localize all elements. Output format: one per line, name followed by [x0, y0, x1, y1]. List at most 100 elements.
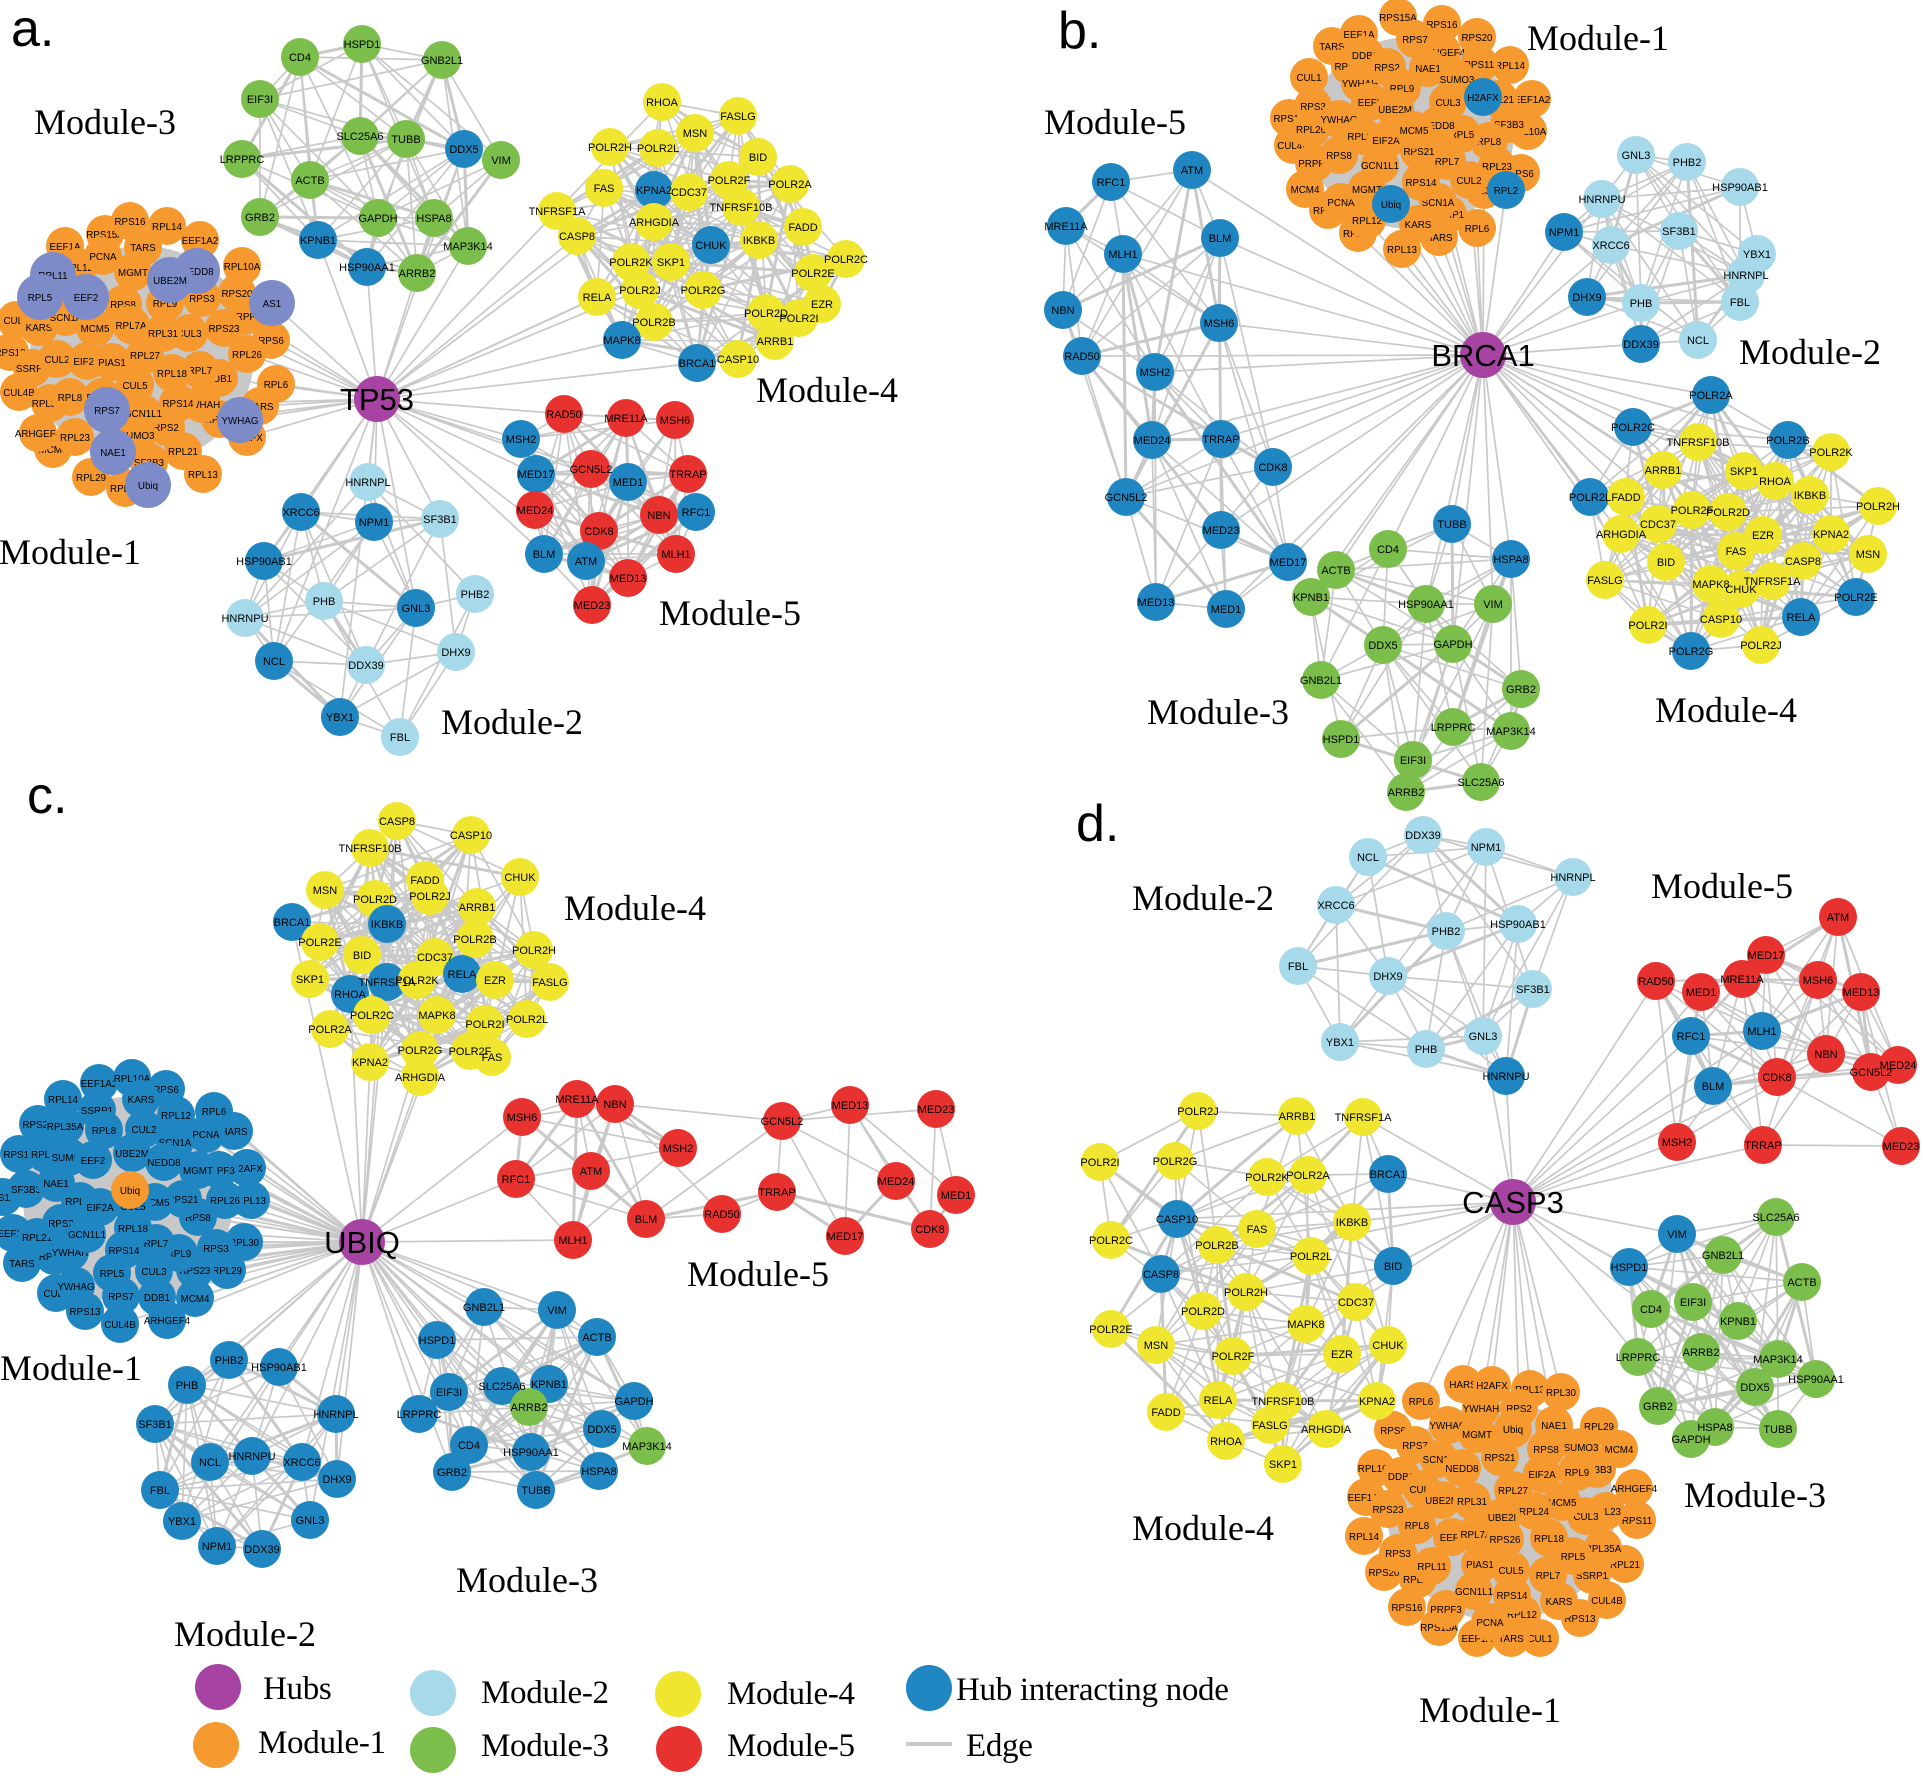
svg-text:TP53: TP53 — [340, 382, 414, 417]
svg-text:Module-5: Module-5 — [1044, 102, 1186, 142]
svg-text:RPL13: RPL13 — [1515, 1385, 1546, 1396]
svg-text:BID: BID — [1657, 557, 1675, 569]
svg-text:RPL12: RPL12 — [1352, 216, 1382, 227]
svg-text:GCN5L2: GCN5L2 — [761, 1116, 804, 1128]
svg-text:DDX39: DDX39 — [348, 660, 383, 672]
svg-text:POLR2A: POLR2A — [1286, 1170, 1330, 1182]
svg-text:KARS: KARS — [128, 1095, 155, 1106]
svg-text:ARHGDIA: ARHGDIA — [1301, 1424, 1352, 1436]
svg-text:NBN: NBN — [1051, 305, 1074, 317]
svg-text:RPL27: RPL27 — [130, 351, 160, 362]
svg-text:RPL9: RPL9 — [1565, 1468, 1590, 1479]
svg-text:RPL26: RPL26 — [210, 1196, 241, 1207]
svg-text:EIF3I: EIF3I — [1400, 755, 1426, 767]
svg-text:MLH1: MLH1 — [1747, 1026, 1776, 1038]
svg-text:ARHGEF4: ARHGEF4 — [15, 429, 62, 440]
svg-text:RPL5: RPL5 — [28, 293, 53, 304]
svg-text:RPL10A: RPL10A — [224, 262, 261, 273]
svg-text:SKP1: SKP1 — [1269, 1459, 1297, 1471]
svg-text:EEF1A2: EEF1A2 — [1514, 95, 1551, 106]
svg-text:MSH2: MSH2 — [1140, 367, 1171, 379]
svg-text:RPL24: RPL24 — [1519, 1507, 1550, 1518]
svg-text:RPL14: RPL14 — [1349, 1532, 1380, 1543]
svg-text:SF3B1: SF3B1 — [138, 1419, 172, 1431]
svg-text:POLR2B: POLR2B — [1195, 1240, 1238, 1252]
svg-text:EEF1A2: EEF1A2 — [182, 236, 219, 247]
svg-text:RPL5: RPL5 — [100, 1269, 125, 1280]
svg-text:RPS21: RPS21 — [167, 1195, 198, 1206]
svg-text:POLR2D: POLR2D — [353, 894, 397, 906]
svg-text:Module-4: Module-4 — [1132, 1508, 1274, 1548]
svg-text:YBX1: YBX1 — [326, 712, 354, 724]
svg-text:Module-5: Module-5 — [687, 1254, 829, 1294]
svg-text:MSH6: MSH6 — [507, 1112, 538, 1124]
svg-text:EIF3I: EIF3I — [247, 94, 273, 106]
svg-text:Module-3: Module-3 — [481, 1728, 609, 1764]
svg-text:Hubs: Hubs — [263, 1671, 331, 1707]
svg-text:DDB1: DDB1 — [206, 374, 232, 385]
svg-text:RPL8: RPL8 — [1477, 137, 1502, 148]
svg-text:MAPK8: MAPK8 — [603, 335, 640, 347]
svg-text:NPM1: NPM1 — [359, 517, 390, 529]
svg-text:DDX39: DDX39 — [1623, 339, 1658, 351]
svg-text:MED13: MED13 — [610, 573, 647, 585]
svg-text:RPL8: RPL8 — [58, 393, 83, 404]
svg-text:POLR2H: POLR2H — [1856, 501, 1900, 513]
svg-text:RPL35A: RPL35A — [47, 1122, 84, 1133]
svg-text:MED13: MED13 — [1843, 987, 1880, 999]
svg-text:RPL7A: RPL7A — [115, 321, 147, 332]
svg-text:PRPF3: PRPF3 — [1430, 1605, 1462, 1616]
svg-text:NAE1: NAE1 — [1541, 1421, 1567, 1432]
svg-text:SLC25A6: SLC25A6 — [478, 1381, 525, 1393]
svg-text:GNB2L1: GNB2L1 — [1702, 1250, 1744, 1262]
svg-text:RPS23: RPS23 — [208, 324, 240, 335]
svg-text:BLM: BLM — [1702, 1081, 1725, 1093]
svg-text:HSPA8: HSPA8 — [416, 213, 451, 225]
svg-text:MED1: MED1 — [613, 477, 644, 489]
svg-text:RPS20: RPS20 — [1461, 33, 1493, 44]
svg-text:UBE2M: UBE2M — [115, 1149, 149, 1160]
svg-text:TUBB: TUBB — [521, 1485, 550, 1497]
svg-text:RPS16: RPS16 — [114, 217, 146, 228]
svg-text:RPL11: RPL11 — [1417, 1562, 1446, 1573]
svg-text:ARHGEF4: ARHGEF4 — [144, 1316, 191, 1327]
svg-text:EIF2A: EIF2A — [1528, 1470, 1556, 1481]
svg-text:EIF2A: EIF2A — [86, 1203, 114, 1214]
svg-text:SKP1: SKP1 — [296, 974, 324, 986]
svg-text:RPL10A: RPL10A — [114, 1074, 151, 1085]
svg-text:SF3B1: SF3B1 — [423, 514, 457, 526]
svg-text:HARS: HARS — [246, 402, 274, 413]
svg-text:RPS6: RPS6 — [153, 1085, 179, 1096]
svg-text:ARRB2: ARRB2 — [511, 1402, 548, 1414]
svg-text:SF3B1: SF3B1 — [1662, 226, 1696, 238]
svg-text:MED17: MED17 — [1748, 950, 1785, 962]
svg-text:POLR2C: POLR2C — [350, 1010, 394, 1022]
svg-text:d.: d. — [1076, 795, 1119, 853]
svg-text:BID: BID — [353, 950, 371, 962]
svg-text:POLR2K: POLR2K — [1245, 1172, 1289, 1184]
svg-text:Module-2: Module-2 — [441, 702, 583, 742]
svg-text:HSP90AB1: HSP90AB1 — [1490, 919, 1546, 931]
svg-text:TNFRSF1A: TNFRSF1A — [1744, 576, 1802, 588]
svg-text:ACTB: ACTB — [1787, 1277, 1816, 1289]
svg-text:MED24: MED24 — [1134, 435, 1171, 447]
svg-text:CHUK: CHUK — [1725, 584, 1757, 596]
svg-text:IKBKB: IKBKB — [1336, 1217, 1368, 1229]
svg-text:EEF1A2: EEF1A2 — [1348, 1493, 1385, 1504]
svg-text:CDC37: CDC37 — [1640, 519, 1676, 531]
svg-text:RPS2: RPS2 — [48, 1219, 74, 1230]
svg-text:SF3B3: SF3B3 — [11, 1185, 42, 1196]
svg-text:POLR2K: POLR2K — [395, 975, 439, 987]
svg-text:RPL7: RPL7 — [1536, 1571, 1561, 1582]
svg-text:SUMO3: SUMO3 — [120, 431, 155, 442]
svg-text:Module-2: Module-2 — [1739, 332, 1881, 372]
svg-text:GCN1L1: GCN1L1 — [1455, 1587, 1493, 1598]
svg-text:RPS21: RPS21 — [1484, 1453, 1515, 1464]
svg-text:LRPPRC: LRPPRC — [397, 1409, 442, 1421]
svg-text:c.: c. — [27, 767, 67, 825]
svg-text:CASP3: CASP3 — [1462, 1185, 1564, 1220]
svg-text:TNFRSF1A: TNFRSF1A — [529, 206, 587, 218]
svg-text:MED13: MED13 — [832, 1100, 869, 1112]
svg-text:UBE2M: UBE2M — [153, 276, 187, 287]
svg-text:GAPDH: GAPDH — [1671, 1434, 1710, 1446]
